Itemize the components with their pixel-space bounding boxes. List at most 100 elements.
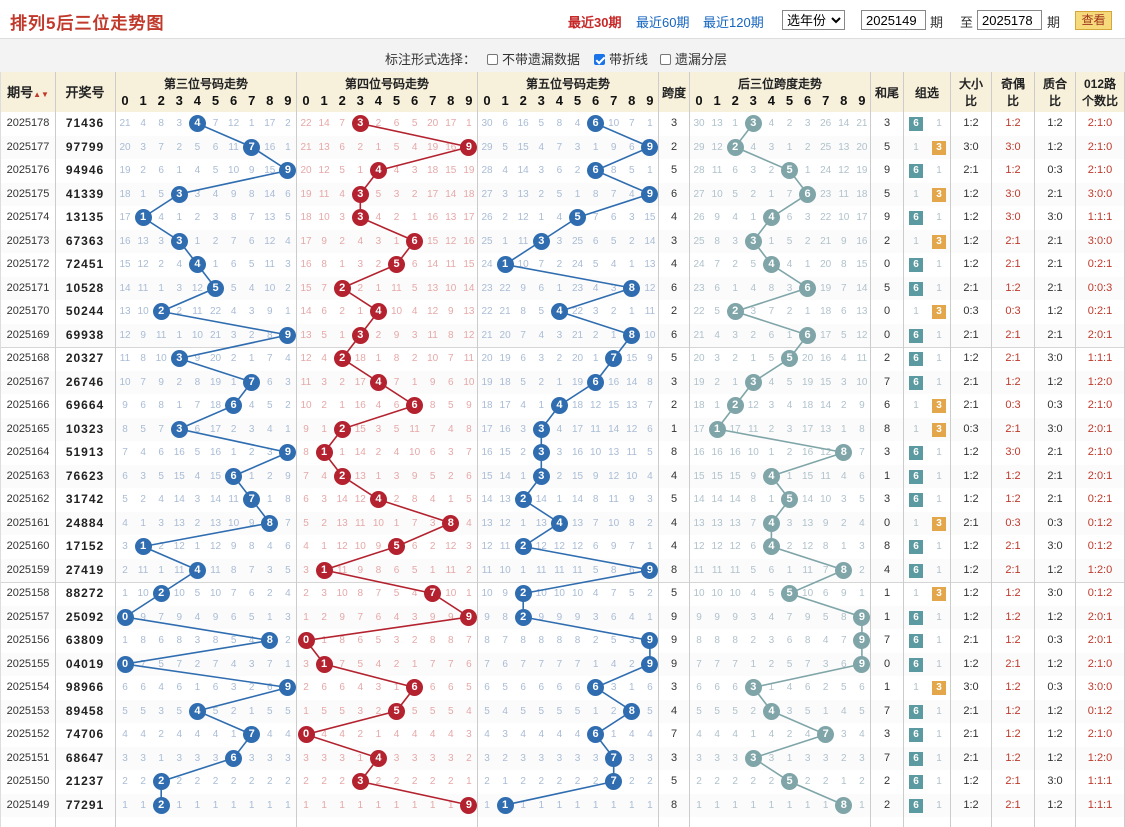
option-polyline[interactable]: 带折线	[594, 49, 648, 68]
group-six: 6	[909, 563, 923, 578]
to-period-input[interactable]	[977, 10, 1042, 30]
size-ratio: 2:1	[963, 399, 979, 411]
trend-ball: 9	[279, 326, 297, 344]
missing-count: 3	[158, 517, 164, 529]
odd-ratio: 1:2	[1005, 751, 1021, 764]
digit-header: 2	[519, 93, 527, 108]
missing-count: 8	[574, 635, 581, 646]
missing-count: 2	[610, 705, 617, 717]
grid-divider	[115, 72, 116, 827]
trend-ball: 7	[605, 773, 623, 790]
sort-icon[interactable]: ▲▼	[33, 90, 49, 99]
missing-count: 7	[647, 400, 653, 411]
header-period[interactable]: 期号▲▼	[2, 82, 54, 101]
missing-count: 16	[427, 212, 439, 223]
missing-count: 15	[173, 470, 185, 482]
checkbox-icon[interactable]	[660, 54, 671, 65]
header-size-b: 比	[964, 94, 977, 108]
missing-count: 1	[375, 729, 382, 740]
missing-count: 15	[856, 259, 868, 270]
trend-ball: 4	[188, 561, 206, 579]
link-recent-30[interactable]: 最近30期	[568, 15, 622, 30]
table-row: 2025176 94946 19 2 6 1 4 5 10 9 15 9 20 12 5 1 4 4 3 18 15 19…	[0, 159, 1125, 183]
missing-count: 4	[140, 729, 146, 740]
missing-count: 3	[502, 188, 508, 200]
missing-count: 1	[140, 799, 146, 811]
missing-count: 2	[448, 470, 454, 482]
missing-count: 5	[629, 588, 635, 599]
missing-count: 4	[822, 635, 829, 646]
missing-count: 5	[411, 564, 418, 576]
missing-count: 14	[209, 494, 222, 505]
odd-ratio: 3:0	[1005, 140, 1021, 153]
missing-count: 15	[729, 470, 741, 482]
missing-count: 9	[140, 611, 146, 623]
missing-count: 3	[822, 658, 829, 670]
option-missing-layer[interactable]: 遗漏分层	[660, 49, 727, 68]
group-three: 1	[936, 752, 942, 764]
span-value: 2	[670, 305, 678, 317]
trend-ball: 5	[207, 279, 224, 297]
from-period-input[interactable]	[861, 10, 926, 30]
missing-count: 2	[732, 353, 738, 364]
missing-count: 8	[230, 212, 237, 223]
missing-count: 22	[300, 118, 312, 129]
size-ratio: 0:3	[963, 422, 979, 435]
missing-count: 12	[711, 141, 723, 153]
table-row: 2025172 72451 15 12 2 4 4 1 6 5 11 3 16 8 1 3 2 5 6 14 11 15 2…	[0, 253, 1125, 277]
size-ratio: 2:1	[963, 375, 979, 388]
missing-count: 5	[714, 306, 720, 317]
link-recent-60[interactable]: 最近60期	[636, 15, 690, 30]
missing-count: 12	[481, 541, 493, 552]
group-six: 1	[913, 517, 919, 529]
trend-ball: 8	[835, 561, 853, 579]
trend-ball: 3	[744, 373, 762, 391]
missing-count: 21	[119, 118, 131, 129]
missing-count: 6	[375, 611, 382, 623]
missing-count: 4	[448, 729, 454, 740]
missing-count: 14	[318, 118, 330, 129]
group-six: 6	[909, 117, 923, 131]
period-cell: 2025156	[6, 634, 50, 646]
missing-count: 6	[520, 353, 526, 364]
missing-count: 14	[300, 306, 312, 317]
trend-ball: 6	[799, 279, 817, 297]
trend-ball: 4	[762, 538, 780, 555]
grid-divider	[55, 72, 56, 827]
missing-count: 6	[520, 682, 526, 693]
missing-count: 4	[158, 212, 164, 223]
query-button[interactable]: 查看	[1075, 11, 1112, 30]
missing-count: 16	[517, 118, 529, 129]
checkbox-checked-icon[interactable]	[594, 54, 605, 65]
span-value: 2	[670, 399, 678, 411]
year-select[interactable]: 选年份	[782, 10, 845, 30]
missing-count: 6	[696, 682, 702, 693]
missing-count: 2	[786, 118, 793, 129]
missing-count: 11	[729, 564, 741, 576]
trend-ball: 8	[623, 279, 641, 297]
trend-ball: 5	[781, 350, 798, 367]
option-no-missing[interactable]: 不带遗漏数据	[487, 49, 580, 68]
checkbox-icon[interactable]	[487, 54, 498, 65]
missing-count: 6	[321, 682, 327, 693]
missing-count: 8	[230, 564, 237, 576]
size-ratio: 2:1	[963, 164, 979, 176]
missing-count: 3	[822, 752, 829, 764]
missing-count: 1	[610, 329, 617, 341]
period-cell: 2025174	[6, 211, 50, 223]
missing-count: 7	[592, 212, 599, 223]
missing-count: 8	[750, 494, 757, 505]
link-recent-120[interactable]: 最近120期	[703, 15, 764, 30]
road-ratio: 1:1:1	[1087, 798, 1113, 811]
winning-number: 74706	[65, 727, 105, 741]
group-six: 1	[913, 423, 919, 435]
road-ratio: 2:0:1	[1087, 422, 1113, 435]
missing-count: 5	[357, 658, 364, 670]
missing-count: 3	[248, 423, 255, 435]
missing-count: 5	[158, 470, 164, 482]
missing-count: 20	[119, 141, 131, 153]
missing-count: 6	[538, 682, 545, 693]
missing-count: 1	[285, 799, 291, 811]
trend-ball: 9	[641, 138, 659, 156]
missing-count: 9	[158, 376, 164, 388]
